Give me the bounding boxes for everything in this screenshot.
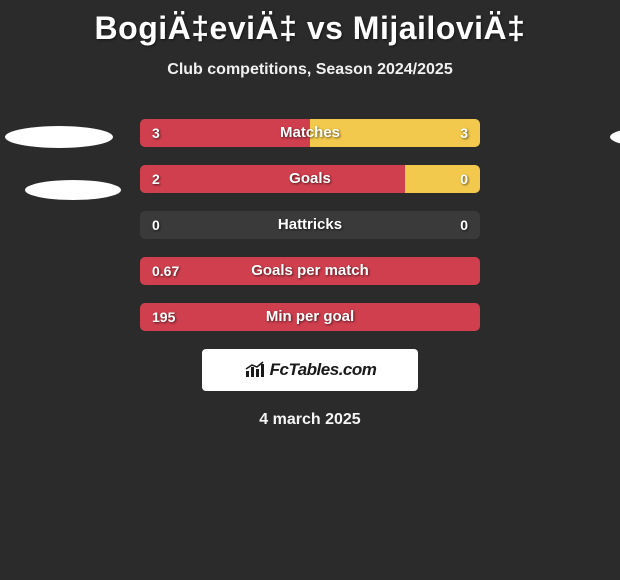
stat-row: 195Min per goal: [140, 303, 480, 331]
shadow-ellipse: [25, 180, 121, 200]
subtitle: Club competitions, Season 2024/2025: [0, 61, 620, 79]
brand-box[interactable]: FcTables.com: [202, 349, 418, 391]
stat-label: Goals per match: [140, 257, 480, 285]
stat-label: Min per goal: [140, 303, 480, 331]
stat-row: 00Hattricks: [140, 211, 480, 239]
stat-row: 20Goals: [140, 165, 480, 193]
stat-label: Matches: [140, 119, 480, 147]
brand-text: FcTables.com: [270, 360, 377, 380]
shadow-ellipse: [5, 126, 113, 148]
stat-label: Hattricks: [140, 211, 480, 239]
stat-row: 33Matches: [140, 119, 480, 147]
page-title: BogiÄ‡eviÄ‡ vs MijailoviÄ‡: [0, 0, 620, 47]
footer-date: 4 march 2025: [0, 411, 620, 429]
shadow-ellipse: [610, 126, 620, 148]
stat-row: 0.67Goals per match: [140, 257, 480, 285]
stats-container: 33Matches 20Goals 00Hattricks 0.67Goals per…: [140, 119, 480, 331]
stat-label: Goals: [140, 165, 480, 193]
brand-chart-icon: [244, 361, 266, 379]
